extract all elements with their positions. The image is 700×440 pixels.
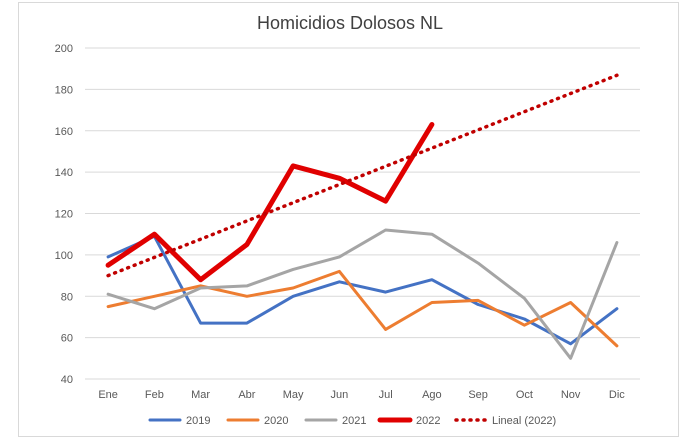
x-tick-label: Jul [379, 389, 393, 401]
x-tick-label: Oct [516, 389, 533, 401]
y-tick-label: 140 [55, 167, 73, 179]
legend-label-4: Lineal (2022) [492, 415, 556, 427]
x-axis-ticks: Ene Feb Mar Abr May Jun Jul Ago Sep Oct Nov Dic [98, 389, 625, 401]
y-tick-label: 200 [55, 43, 73, 55]
x-tick-label: Nov [561, 389, 581, 401]
y-tick-label: 60 [61, 333, 73, 345]
y-tick-label: 100 [55, 250, 73, 262]
legend-label-0: 2019 [186, 415, 210, 427]
x-tick-label: Mar [191, 389, 210, 401]
y-tick-label: 40 [61, 374, 73, 386]
y-axis-ticks: 40 60 80 100 120 140 160 180 200 [55, 43, 73, 386]
x-tick-label: Feb [145, 389, 164, 401]
x-tick-label: Dic [609, 389, 625, 401]
series-lines [105, 73, 619, 360]
chart-border [18, 2, 679, 437]
x-tick-label: Ene [98, 389, 118, 401]
x-tick-label: Ago [422, 389, 442, 401]
legend-label-1: 2020 [264, 415, 288, 427]
x-tick-label: May [283, 389, 304, 401]
y-tick-label: 120 [55, 209, 73, 221]
x-tick-label: Jun [331, 389, 349, 401]
x-tick-label: Abr [238, 389, 255, 401]
legend-label-2: 2021 [342, 415, 366, 427]
y-tick-label: 80 [61, 291, 73, 303]
chart-title: Homicidios Dolosos NL [257, 13, 443, 33]
legend-label-3: 2022 [416, 415, 440, 427]
legend: 2019 2020 2021 2022 Lineal (2022) [148, 415, 556, 427]
y-tick-label: 180 [55, 84, 73, 96]
series-line-3 [105, 122, 435, 283]
y-tick-label: 160 [55, 126, 73, 138]
series-line-4 [106, 73, 619, 278]
series-line-1 [106, 269, 619, 348]
series-line-0 [106, 234, 619, 346]
x-tick-label: Sep [468, 389, 488, 401]
series-line-2 [106, 228, 619, 360]
